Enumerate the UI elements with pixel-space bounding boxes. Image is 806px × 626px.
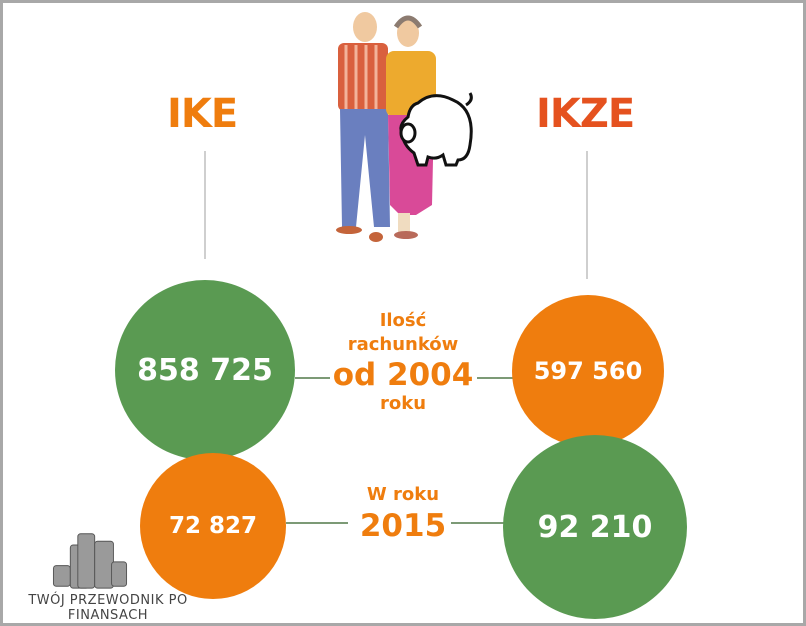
label-line: od 2004 [332, 357, 474, 393]
ikze-divider [586, 151, 588, 279]
ike-2015-value: 72 827 [168, 513, 258, 539]
label-line: rachunków [347, 334, 459, 355]
connector-line [286, 522, 348, 524]
ike-accounts-total-circle: 858 725 [115, 280, 295, 460]
ikze-2015-circle: 92 210 [503, 435, 687, 619]
ikze-header: IKZE [536, 91, 635, 137]
label-line: W roku [366, 484, 440, 505]
watermark-line: FINANSACH [67, 608, 149, 623]
watermark-text: TWÓJ PRZEWODNIK PO FINANSACH [3, 593, 213, 623]
label-line: roku [379, 393, 427, 414]
label-line: 2015 [359, 508, 447, 544]
connector-line [451, 522, 509, 524]
ikze-accounts-total-value: 597 560 [533, 357, 643, 385]
watermark-line: TWÓJ PRZEWODNIK PO [28, 593, 188, 608]
accounts-since-2004-label: Ilość rachunków od 2004 roku [323, 309, 483, 415]
infographic: IKE IKZE 858 725 Ilość rachunków od 2004… [3, 3, 803, 623]
ikze-2015-value: 92 210 [537, 509, 653, 545]
ike-2015-circle: 72 827 [140, 453, 286, 599]
connector-line [477, 377, 513, 379]
ike-accounts-total-value: 858 725 [137, 352, 273, 388]
couple-illustration [336, 12, 473, 242]
ike-divider [204, 151, 206, 259]
ike-header: IKE [167, 91, 238, 137]
coin-stacks-icon [52, 533, 128, 589]
label-line: Ilość [379, 310, 427, 331]
year-2015-label: W roku 2015 [343, 483, 463, 545]
ikze-accounts-total-circle: 597 560 [512, 295, 664, 447]
connector-line [295, 377, 330, 379]
